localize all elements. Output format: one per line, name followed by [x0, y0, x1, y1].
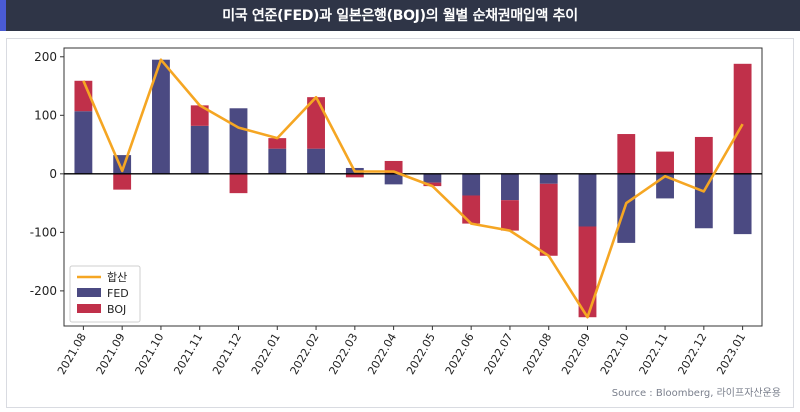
fed-bar [307, 148, 325, 174]
legend-bar-swatch [77, 288, 101, 297]
fed-bar [190, 125, 209, 174]
boj-bar [578, 226, 597, 318]
boj-bar [307, 97, 325, 149]
legend-bar-swatch [77, 304, 101, 313]
fed-bar [578, 173, 597, 227]
y-tick-label: 0 [49, 167, 57, 181]
boj-bar [345, 173, 364, 178]
x-tick-label: 2021.09 [94, 331, 128, 377]
legend-label: FED [107, 287, 129, 300]
x-tick-label: 2022.11 [637, 331, 671, 377]
x-tick-label: 2022.12 [675, 331, 709, 377]
fed-bar [694, 173, 713, 229]
legend-label: BOJ [107, 303, 126, 316]
x-tick-label: 2022.02 [288, 331, 322, 377]
x-tick-label: 2022.08 [520, 331, 554, 377]
y-tick-label: 200 [34, 50, 57, 64]
x-tick-label: 2022.09 [559, 331, 593, 377]
boj-bar [501, 200, 519, 231]
fed-bar [152, 59, 170, 174]
boj-bar [229, 173, 248, 194]
x-tick-label: 2023.01 [714, 331, 748, 377]
boj-bar [539, 183, 558, 256]
fed-bar [733, 173, 752, 235]
y-tick-label: 100 [34, 108, 57, 122]
fed-bar [268, 148, 287, 174]
fed-bar [462, 173, 481, 196]
legend-label: 합산 [107, 271, 127, 284]
total-line [82, 58, 744, 319]
x-tick-label: 2022.01 [249, 331, 283, 377]
chart-frame: -200 -100 0 100 200 2021.08 2021.09 2021.10 2021… [6, 38, 794, 408]
boj-bar [268, 138, 287, 149]
plot-area-border [63, 47, 763, 327]
title-bar: 미국 연준(FED)과 일본은행(BOJ)의 월별 순채권매입액 추이 [0, 0, 800, 33]
x-tick-label: 2022.05 [404, 331, 438, 377]
y-tick-label: -100 [30, 225, 57, 239]
fed-bar [617, 173, 636, 243]
fed-bar [384, 173, 403, 185]
x-tick-label: 2022.07 [482, 331, 516, 377]
boj-bar [462, 195, 481, 224]
boj-bar [733, 63, 752, 174]
boj-bar [694, 136, 713, 174]
x-tick-label: 2022.04 [365, 331, 399, 377]
x-tick-label: 2022.06 [443, 331, 477, 377]
boj-bar [617, 134, 636, 174]
x-tick-label: 2021.08 [55, 331, 89, 377]
source-note: Source : Bloomberg, 라이프자산운용 [611, 388, 781, 399]
boj-bar [423, 182, 442, 187]
fed-bar [539, 173, 558, 184]
x-tick-label: 2022.10 [598, 331, 632, 377]
boj-bar [190, 105, 209, 126]
x-tick-label: 2022.03 [326, 331, 360, 377]
fed-bar [229, 108, 248, 174]
chart-title: 미국 연준(FED)과 일본은행(BOJ)의 월별 순채권매입액 추이 [222, 8, 578, 24]
x-tick-label: 2021.12 [210, 331, 244, 377]
x-tick-label: 2021.11 [171, 331, 205, 377]
fed-bar [423, 173, 442, 183]
fed-bar [501, 173, 519, 201]
fed-bar [74, 111, 93, 174]
x-tick-label: 2021.10 [133, 331, 167, 377]
y-tick-label: -200 [30, 284, 57, 298]
boj-bar [113, 173, 132, 190]
boj-bar [656, 151, 674, 174]
